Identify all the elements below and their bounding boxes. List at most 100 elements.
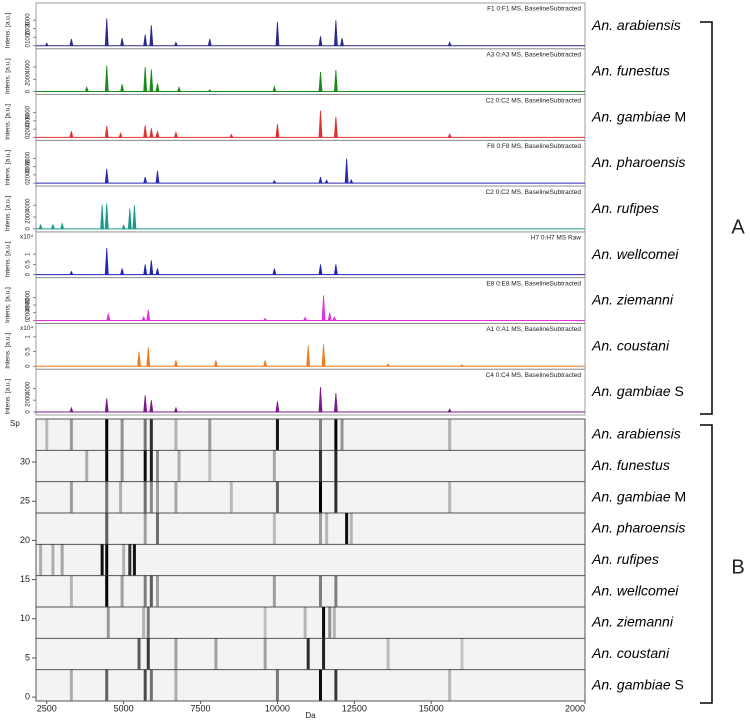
peak xyxy=(272,179,277,184)
peak xyxy=(318,36,323,46)
gel-band xyxy=(275,481,279,513)
y-tick-label: 0 xyxy=(26,272,32,276)
gel-band xyxy=(448,419,452,451)
gel-band xyxy=(105,669,109,701)
peak xyxy=(143,176,148,184)
peak xyxy=(104,18,109,46)
peak xyxy=(214,360,218,367)
peak xyxy=(306,345,311,367)
gel-band xyxy=(208,450,212,482)
species-name: An. ziemanni xyxy=(591,613,674,629)
peak xyxy=(447,133,452,138)
peak xyxy=(333,69,338,92)
gel-band xyxy=(318,513,322,545)
y-tick-label: 10 xyxy=(20,613,30,623)
peak xyxy=(69,406,74,413)
species-label: An. coustani xyxy=(591,337,670,353)
y-tick-label: 1000 xyxy=(26,30,32,44)
spectrum-title: H7 0:H7 MS Raw xyxy=(531,235,582,242)
peak xyxy=(174,406,178,413)
gel-band xyxy=(318,481,322,513)
peak xyxy=(146,309,151,321)
gel-band xyxy=(155,450,159,482)
spectrum-title: E8 0:E8 MS, BaselineSubtracted xyxy=(486,280,581,287)
gel-band xyxy=(272,513,276,545)
species-form: S xyxy=(675,676,684,692)
species-label: An. funestus xyxy=(591,62,670,78)
peak xyxy=(303,316,307,321)
x-axis-label: Da xyxy=(305,711,316,720)
peak xyxy=(344,158,349,184)
gel-band xyxy=(122,544,126,576)
gel-band xyxy=(146,607,150,639)
peak xyxy=(121,224,126,230)
x-tick-label: 2000 xyxy=(565,703,585,713)
peak xyxy=(207,89,212,92)
species-name: An. coustani xyxy=(591,337,670,353)
x-tick-label: 10000 xyxy=(265,703,290,713)
y-tick-label: 4000 xyxy=(26,198,32,212)
gel-band xyxy=(263,638,267,670)
peak xyxy=(155,268,160,275)
y-axis-label: Intens. [a.u.] xyxy=(5,241,12,277)
peak xyxy=(69,38,74,46)
peak xyxy=(155,131,160,138)
peak xyxy=(318,387,323,413)
peak xyxy=(177,86,181,92)
y-tick-label: 0 xyxy=(26,318,32,322)
species-label: An. pharoensis xyxy=(591,154,685,170)
peak xyxy=(272,85,277,92)
gel-band xyxy=(132,544,136,576)
gel-band xyxy=(155,575,159,607)
gel-band xyxy=(85,450,89,482)
species-label: An. coustani xyxy=(591,645,670,661)
y-axis-label: Intens. [a.u.] xyxy=(5,195,12,231)
gel-band xyxy=(149,575,153,607)
gel-band xyxy=(120,450,124,482)
species-label: An. gambiae S xyxy=(591,383,684,399)
peak xyxy=(69,131,74,138)
gel-band xyxy=(143,419,147,451)
peak xyxy=(275,401,280,413)
y-tick-label: 1 xyxy=(26,252,32,256)
y-tick-label: 2000 xyxy=(26,210,32,224)
peak xyxy=(333,116,338,138)
gel-band xyxy=(143,575,147,607)
x-tick-label: 15000 xyxy=(419,703,444,713)
peak xyxy=(104,247,109,275)
peak xyxy=(143,395,148,413)
peak xyxy=(146,347,151,367)
peak xyxy=(174,360,178,367)
y-tick-label: 0 xyxy=(25,691,30,701)
gel-band xyxy=(100,544,104,576)
peak xyxy=(447,41,452,46)
gel-band xyxy=(349,513,353,545)
y-tick-label: 4000 xyxy=(26,298,32,312)
gel-band xyxy=(174,669,178,701)
y-tick-label: 0 xyxy=(26,410,32,414)
gel-band xyxy=(69,481,73,513)
gel-band xyxy=(272,575,276,607)
peak xyxy=(332,315,337,321)
gel-band xyxy=(322,607,326,639)
y-tick-label: 4000 xyxy=(26,60,32,74)
peak xyxy=(447,408,452,413)
peak xyxy=(229,133,234,138)
y-axis-label: Intens. [a.u.] xyxy=(5,379,12,415)
species-label: An. wellcomei xyxy=(591,245,679,261)
gel-band xyxy=(318,575,322,607)
peak xyxy=(275,124,280,138)
x-tick-label: 5000 xyxy=(114,703,134,713)
spectrum-title: A3 0:A3 MS, BaselineSubtracted xyxy=(486,51,581,58)
gel-band xyxy=(105,419,109,451)
gel-band xyxy=(177,450,181,482)
species-label: An. ziemanni xyxy=(591,613,674,629)
species-label: An. rufipes xyxy=(591,200,659,216)
y-tick-label: 0 xyxy=(26,135,32,139)
y-tick-label: 2000 xyxy=(26,168,32,182)
gel-band xyxy=(334,481,338,513)
gel-band xyxy=(345,513,349,545)
gel-band xyxy=(229,481,233,513)
bracket-b xyxy=(700,424,713,704)
